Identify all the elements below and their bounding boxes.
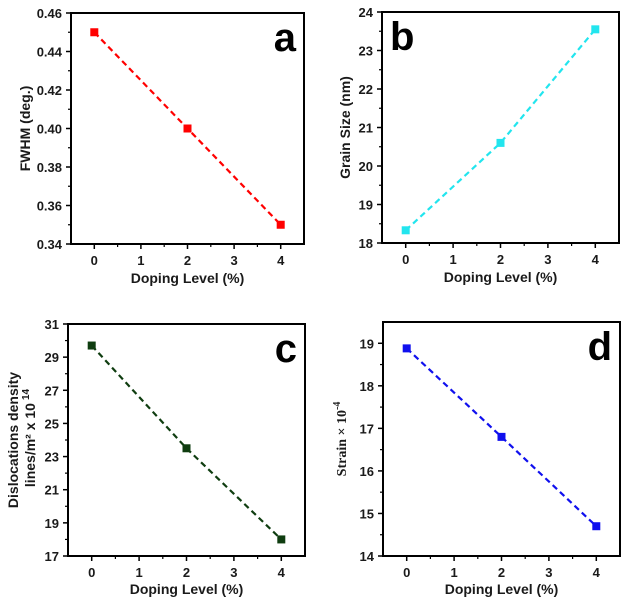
y-tick-label: 19 <box>45 516 59 531</box>
y-axis-label-units: lines/m² x 10 14 <box>21 388 38 487</box>
y-tick-label: 0.44 <box>37 45 63 60</box>
panel-letter: c <box>275 327 297 371</box>
y-tick-label: 19 <box>360 336 374 351</box>
x-tick-label: 4 <box>592 252 600 267</box>
data-point <box>592 522 601 531</box>
data-point <box>496 138 505 147</box>
series-line <box>405 347 598 528</box>
data-point <box>591 25 600 34</box>
x-tick-label: 2 <box>498 565 505 580</box>
panel-d: 0 1 2 3 4 14 15 16 17 18 19 Doping Level (%) Strain … <box>332 321 621 597</box>
x-tick-label: 0 <box>88 565 95 580</box>
y-axis-label-exponent: -4 <box>332 402 343 410</box>
x-tick-label: 3 <box>544 252 551 267</box>
panel-letter: a <box>274 16 297 60</box>
data-point <box>277 535 286 544</box>
panel-a: 0 1 2 3 4 0.34 0.36 0.38 0.40 0.42 0.44 0.46 Doping … <box>17 6 305 286</box>
panel-letter: d <box>588 325 612 369</box>
x-axis-label: Doping Level (%) <box>131 270 245 286</box>
y-tick-label: 18 <box>359 236 373 251</box>
y-tick-label: 22 <box>359 82 373 97</box>
x-tick-label: 1 <box>450 565 457 580</box>
y-tick-label: 19 <box>359 198 373 213</box>
y-axis-label-text: Strain × 10 <box>335 410 350 476</box>
x-tick-label: 3 <box>230 565 237 580</box>
y-tick-label: 0.40 <box>37 122 62 137</box>
x-tick-label: 0 <box>402 252 409 267</box>
panel-letter: b <box>390 15 414 59</box>
y-tick-label: 18 <box>360 379 374 394</box>
data-point <box>87 341 96 350</box>
y-tick-label: 14 <box>360 549 375 564</box>
y-tick-label: 15 <box>360 506 374 521</box>
data-point <box>276 220 285 229</box>
y-axis-units-text: lines/m² x 10 <box>22 403 38 487</box>
x-tick-label: 1 <box>135 565 142 580</box>
y-tick-label: 25 <box>45 416 59 431</box>
x-tick-label: 2 <box>184 253 191 268</box>
y-tick-label: 24 <box>359 5 374 20</box>
data-point <box>182 444 191 453</box>
data-point <box>497 432 506 441</box>
axes-frame <box>67 323 306 557</box>
y-axis-units-exponent: 14 <box>21 388 32 400</box>
y-tick-label: 20 <box>359 159 373 174</box>
y-tick-label: 23 <box>45 450 59 465</box>
y-tick-label: 27 <box>45 383 59 398</box>
series-line <box>404 28 597 232</box>
y-axis-label: FWHM (deg.) <box>17 86 33 172</box>
x-tick-label: 3 <box>545 565 552 580</box>
data-point <box>401 226 410 235</box>
y-tick-label: 29 <box>45 350 59 365</box>
x-tick-label: 4 <box>593 565 601 580</box>
x-tick-label: 2 <box>183 565 190 580</box>
x-tick-label: 3 <box>230 253 237 268</box>
y-tick-label: 0.36 <box>37 199 62 214</box>
y-tick-label: 17 <box>360 421 374 436</box>
y-tick-label: 31 <box>45 317 59 332</box>
x-tick-label: 1 <box>449 252 456 267</box>
y-tick-label: 0.38 <box>37 160 62 175</box>
x-tick-label: 4 <box>277 253 285 268</box>
y-tick-label: 16 <box>360 464 374 479</box>
x-tick-label: 2 <box>497 252 504 267</box>
x-tick-label: 1 <box>137 253 144 268</box>
series-line <box>90 344 283 541</box>
y-tick-label: 0.34 <box>37 237 63 252</box>
x-tick-label: 0 <box>91 253 98 268</box>
x-tick-label: 0 <box>403 565 410 580</box>
y-tick-label: 17 <box>45 549 59 564</box>
y-tick-label: 21 <box>45 483 59 498</box>
x-axis-label: Doping Level (%) <box>445 581 559 597</box>
x-axis-label: Doping Level (%) <box>130 581 244 597</box>
x-tick-label: 4 <box>278 565 286 580</box>
x-axis-label: Doping Level (%) <box>444 269 558 285</box>
y-axis-label: Strain × 10-4 <box>332 402 350 477</box>
data-point <box>183 124 192 133</box>
data-point <box>90 28 99 37</box>
y-tick-label: 21 <box>359 121 373 136</box>
y-axis-label: Grain Size (nm) <box>337 76 353 179</box>
y-tick-label: 0.46 <box>37 6 62 21</box>
y-tick-label: 23 <box>359 44 373 59</box>
data-point <box>402 344 411 353</box>
y-tick-label: 0.42 <box>37 83 62 98</box>
axes-frame <box>381 11 620 244</box>
y-axis-label: Dislocations density <box>5 372 21 508</box>
